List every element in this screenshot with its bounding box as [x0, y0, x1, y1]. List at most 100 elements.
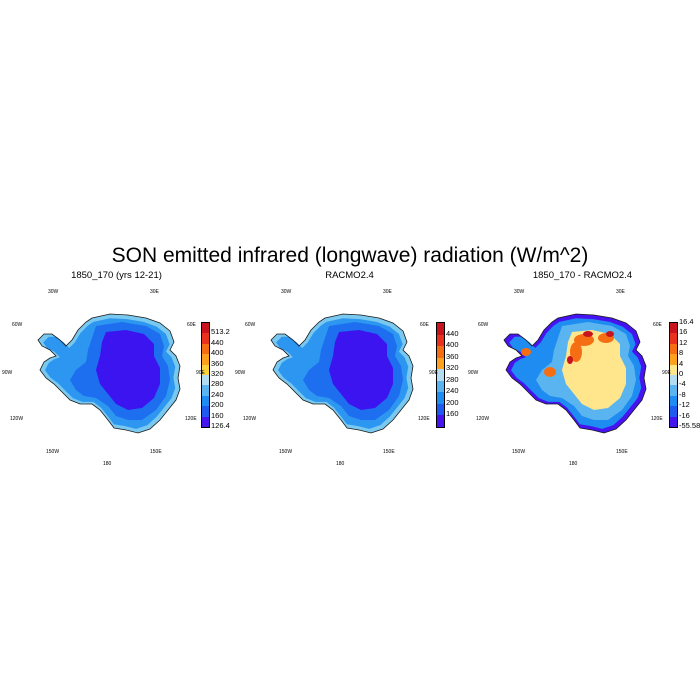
- longitude-label: 120E: [185, 416, 197, 422]
- colorbar-label: 360: [446, 351, 459, 361]
- longitude-label: 150E: [383, 449, 395, 455]
- longitude-label: 90W: [468, 370, 479, 376]
- longitude-label: 30W: [514, 289, 525, 295]
- antarctica-map: [503, 313, 647, 434]
- colorbar-label: 440: [211, 337, 224, 347]
- colorbar-swatch: [670, 323, 677, 334]
- colorbar-swatch: [670, 395, 677, 407]
- colorbar-swatch: [202, 364, 209, 375]
- colorbar-label: 8: [679, 348, 684, 358]
- colorbar-label: 16.4: [679, 317, 694, 326]
- longitude-label: 60E: [653, 322, 662, 328]
- colorbar-label: 320: [446, 363, 459, 373]
- colorbar-swatch: [437, 334, 444, 347]
- colorbar-swatch: [202, 416, 209, 427]
- colorbar-label: 126.4: [211, 421, 230, 430]
- colorbar-swatch: [670, 343, 677, 355]
- colorbar-label: 160: [446, 409, 459, 419]
- positive-anomaly-patch: [521, 348, 531, 356]
- colorbar-swatch: [437, 403, 444, 416]
- colorbar-swatch: [437, 380, 444, 393]
- colorbar-label: 513.2: [211, 327, 230, 337]
- colorbar-swatch: [202, 323, 209, 334]
- colorbar-swatch: [670, 406, 677, 417]
- colorbar-swatch: [670, 416, 677, 427]
- longitude-label: 150W: [512, 449, 526, 455]
- map-panel-2: RACMO2.4: [233, 270, 466, 460]
- colorbar-label: 200: [446, 397, 459, 407]
- colorbar-label: 240: [446, 386, 459, 396]
- colorbar-swatch: [202, 343, 209, 355]
- coastline: [503, 313, 647, 434]
- longitude-label: 120W: [243, 416, 257, 422]
- longitude-label: 150W: [46, 449, 60, 455]
- panel-title: RACMO2.4: [325, 270, 374, 281]
- colorbar: [201, 322, 210, 428]
- colorbar-label: 400: [211, 348, 224, 358]
- longitude-label: 150E: [616, 449, 628, 455]
- colorbar-label: 240: [211, 389, 224, 399]
- longitude-label: 120W: [10, 416, 24, 422]
- interior-plateau-region: [329, 330, 393, 410]
- longitude-label: 60E: [187, 322, 196, 328]
- colorbar-swatch: [670, 374, 677, 386]
- colorbar-label: 12: [679, 337, 688, 347]
- longitude-label: 30W: [281, 289, 292, 295]
- colorbar-swatch: [202, 354, 209, 365]
- colorbar-swatch: [437, 369, 444, 381]
- longitude-label: 180: [569, 461, 578, 467]
- coastline: [270, 313, 414, 434]
- colorbar: [669, 322, 678, 428]
- colorbar-label: 280: [446, 374, 459, 384]
- interior-plateau-region: [96, 330, 160, 410]
- colorbar-label: -12: [679, 400, 690, 410]
- longitude-label: 120W: [476, 416, 490, 422]
- colorbar-label: 280: [211, 379, 224, 389]
- longitude-label: 60W: [478, 322, 489, 328]
- longitude-label: 60W: [12, 322, 23, 328]
- longitude-label: 120E: [418, 416, 430, 422]
- colorbar-swatch: [437, 346, 444, 358]
- colorbar-swatch: [202, 374, 209, 386]
- longitude-label: 30E: [383, 289, 392, 295]
- colorbar-label: 16: [679, 327, 688, 337]
- longitude-label: 120E: [651, 416, 663, 422]
- figure-title: SON emitted infrared (longwave) radiatio…: [111, 244, 589, 267]
- colorbar-label: -8: [679, 389, 686, 399]
- positive-anomaly-patch: [544, 367, 556, 377]
- map-panel-1: 1850_170 (yrs 12-21): [0, 270, 233, 460]
- colorbar-label: 400: [446, 340, 459, 350]
- colorbar-swatch: [202, 406, 209, 417]
- colorbar-swatch: [202, 385, 209, 396]
- longitude-label: 90W: [2, 370, 13, 376]
- colorbar-label: -4: [679, 379, 686, 389]
- colorbar-label: -16: [679, 410, 690, 420]
- map-panel-3: 1850_170 - RACMO2.4: [466, 270, 699, 460]
- colorbar-label: 4: [679, 358, 684, 368]
- longitude-label: 30E: [150, 289, 159, 295]
- panel-title: 1850_170 - RACMO2.4: [532, 270, 633, 281]
- positive-anomaly-patch: [574, 334, 594, 346]
- strong-anomaly-patch: [567, 356, 573, 364]
- coastline: [37, 313, 181, 434]
- longitude-label: 180: [336, 461, 345, 467]
- colorbar-swatch: [670, 354, 677, 365]
- longitude-label: 90W: [235, 370, 246, 376]
- strong-anomaly-patch: [583, 331, 593, 337]
- longitude-label: 30W: [48, 289, 59, 295]
- antarctica-map: [37, 313, 181, 434]
- longitude-label: 180: [103, 461, 112, 467]
- colorbar-label: 440: [446, 328, 459, 338]
- longitude-label: 90E: [196, 370, 205, 376]
- colorbar-swatch: [670, 333, 677, 344]
- colorbar-label: 0: [679, 369, 684, 378]
- colorbar-label: 360: [211, 358, 224, 368]
- positive-anomaly-patch: [570, 342, 582, 362]
- colorbar-swatch: [670, 364, 677, 375]
- colorbar: [436, 322, 445, 428]
- colorbar-swatch: [202, 395, 209, 407]
- longitude-label: 150E: [150, 449, 162, 455]
- longitude-label: 90E: [429, 370, 438, 376]
- colorbar-swatch: [437, 415, 444, 427]
- panel-title: 1850_170 (yrs 12-21): [71, 270, 162, 281]
